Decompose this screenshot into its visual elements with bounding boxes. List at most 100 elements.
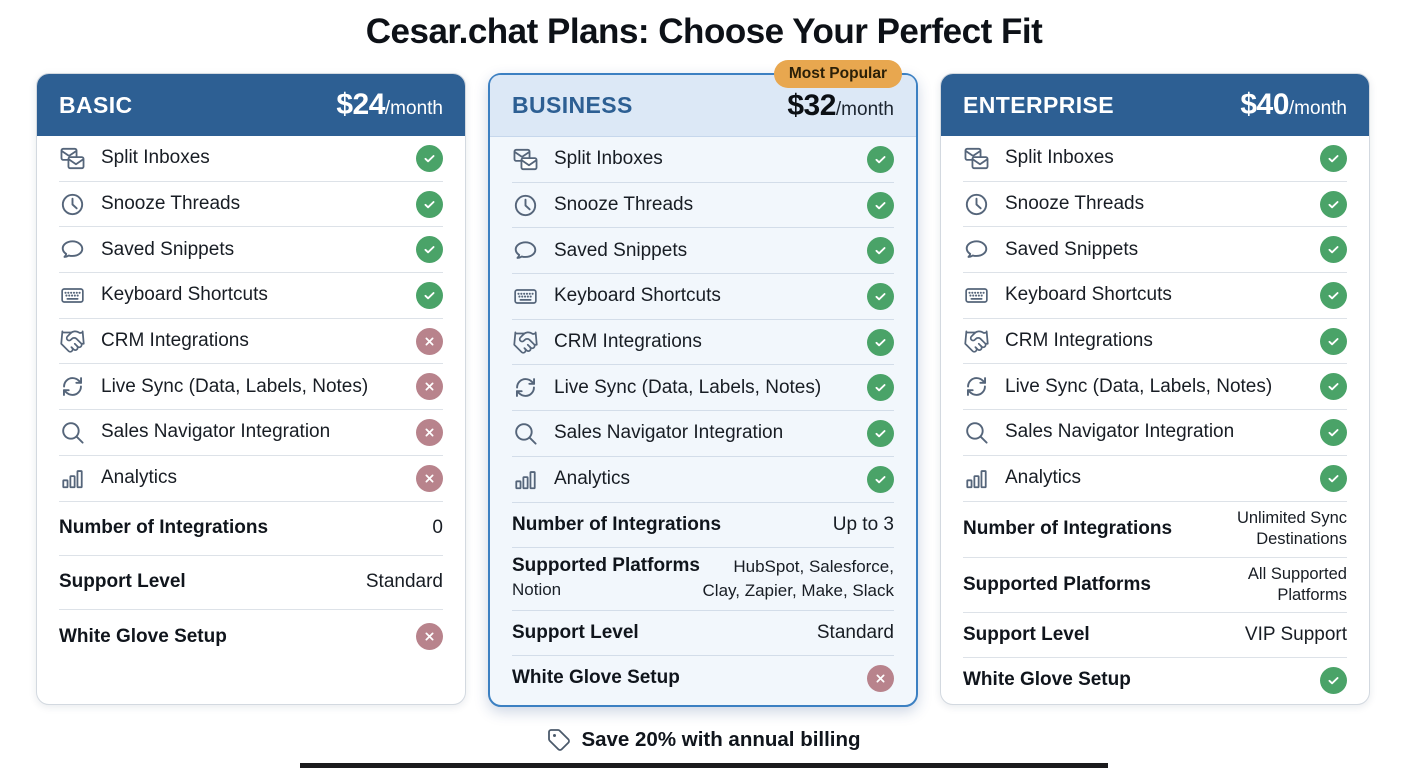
feature-row: CRM Integrations: [59, 319, 443, 365]
clock-icon: [963, 191, 990, 218]
detail-row: Number of Integrations Up to 3: [512, 503, 894, 548]
detail-label: White Glove Setup: [59, 625, 227, 647]
x-icon: [416, 418, 443, 446]
check-icon: [867, 145, 894, 173]
feature-label: Keyboard Shortcuts: [1005, 284, 1172, 306]
feature-row: CRM Integrations: [963, 319, 1347, 365]
detail-value: All Supported Platforms: [1247, 564, 1347, 604]
detail-label: Support Level: [963, 623, 1090, 645]
detail-row: Support Level Standard: [512, 611, 894, 656]
check-icon: [1320, 144, 1347, 172]
detail-label: Number of Integrations: [59, 517, 269, 538]
feature-label: Snooze Threads: [554, 194, 694, 216]
search-icon: [963, 419, 990, 446]
check-icon: [416, 281, 443, 309]
detail-row-white-glove: White Glove Setup: [59, 610, 443, 664]
check-icon: [1320, 190, 1347, 218]
sync-icon: [963, 373, 990, 400]
plan-name: BASIC: [59, 91, 133, 118]
check-icon: [1320, 666, 1347, 694]
bar-chart-icon: [59, 465, 86, 492]
feature-label: Keyboard Shortcuts: [554, 285, 721, 307]
feature-label: Sales Navigator Integration: [1005, 421, 1235, 443]
feature-label: Live Sync (Data, Labels, Notes): [101, 375, 369, 397]
check-icon: [1320, 464, 1347, 492]
tag-icon: [547, 728, 571, 752]
check-icon: [867, 419, 894, 447]
feature-row: Saved Snippets: [963, 227, 1347, 274]
x-icon: [416, 373, 443, 401]
check-icon: [416, 236, 443, 264]
detail-row: Support Level VIP Support: [963, 613, 1347, 658]
feature-row: Analytics: [59, 456, 443, 502]
feature-row: Keyboard Shortcuts: [963, 273, 1347, 319]
detail-row: Number of Integrations Unlimited Sync De…: [963, 502, 1347, 558]
x-icon: [416, 623, 443, 650]
handshake-icon: [963, 328, 990, 355]
feature-row: Live Sync (Data, Labels, Notes): [512, 365, 894, 412]
feature-row: Saved Snippets: [512, 228, 894, 275]
feature-label: CRM Integrations: [554, 331, 702, 353]
chat-bubble-icon: [512, 237, 539, 264]
feature-row: Analytics: [512, 457, 894, 503]
detail-label: Support Level: [512, 621, 639, 643]
detail-row-white-glove: White Glove Setup: [512, 656, 894, 701]
detail-value: HubSpot, Salesforce, Clay, Zapier, Make,…: [702, 556, 894, 601]
clock-icon: [59, 191, 86, 218]
detail-value: 0: [432, 517, 443, 538]
keyboard-icon: [59, 282, 86, 309]
detail-label: Support Level: [59, 571, 186, 592]
feature-row: Snooze Threads: [963, 182, 1347, 228]
detail-label: White Glove Setup: [512, 667, 680, 689]
detail-label: Supported Platforms: [963, 573, 1151, 595]
plan-price: $32/month: [787, 88, 894, 122]
check-icon: [867, 328, 894, 356]
plan-card-enterprise: ENTERPRISE $40/month Split Inboxes Snooz…: [940, 73, 1370, 705]
check-icon: [867, 237, 894, 265]
feature-label: Split Inboxes: [101, 147, 210, 169]
feature-row: Live Sync (Data, Labels, Notes): [963, 364, 1347, 411]
feature-label: CRM Integrations: [101, 330, 249, 352]
bar-chart-icon: [963, 465, 990, 492]
check-icon: [1320, 236, 1347, 264]
check-icon: [1320, 373, 1347, 401]
check-icon: [867, 374, 894, 402]
feature-row: Snooze Threads: [59, 182, 443, 228]
detail-value: VIP Support: [1244, 623, 1347, 645]
sync-icon: [512, 374, 539, 401]
feature-label: Split Inboxes: [1005, 147, 1114, 169]
plan-name: ENTERPRISE: [963, 91, 1114, 118]
feature-label: Analytics: [554, 468, 631, 490]
feature-label: Analytics: [101, 467, 178, 489]
handshake-icon: [59, 328, 86, 355]
check-icon: [867, 191, 894, 219]
feature-label: Snooze Threads: [1005, 193, 1145, 215]
detail-value: Standard: [816, 621, 894, 643]
feature-label: Sales Navigator Integration: [554, 422, 784, 444]
detail-row-white-glove: White Glove Setup: [963, 658, 1347, 703]
plan-card-basic: BASIC $24/month Split Inboxes Snooze Thr…: [36, 73, 466, 705]
feature-row: Live Sync (Data, Labels, Notes): [59, 364, 443, 411]
chat-bubble-icon: [963, 236, 990, 263]
check-icon: [1320, 281, 1347, 309]
feature-row: Keyboard Shortcuts: [59, 273, 443, 319]
check-icon: [416, 144, 443, 172]
detail-row: Support Level Standard: [59, 556, 443, 610]
plan-name: BUSINESS: [512, 92, 633, 118]
split-inboxes-icon: [512, 146, 539, 173]
check-icon: [867, 465, 894, 493]
x-icon: [867, 664, 894, 692]
detail-label-overflow: Notion: [512, 579, 562, 599]
plan-price: $40/month: [1240, 88, 1347, 121]
handshake-icon: [512, 329, 539, 356]
bar-chart-icon: [512, 466, 539, 493]
feature-label: Saved Snippets: [101, 238, 235, 260]
keyboard-icon: [963, 282, 990, 309]
detail-label: Number of Integrations: [512, 513, 722, 535]
detail-label: Supported Platforms: [512, 554, 700, 576]
plan-price: $24/month: [336, 88, 443, 121]
detail-row: Supported Platforms All Supported Platfo…: [963, 558, 1347, 613]
feature-row: Split Inboxes: [512, 137, 894, 183]
feature-row: Sales Navigator Integration: [963, 410, 1347, 456]
check-icon: [1320, 327, 1347, 355]
